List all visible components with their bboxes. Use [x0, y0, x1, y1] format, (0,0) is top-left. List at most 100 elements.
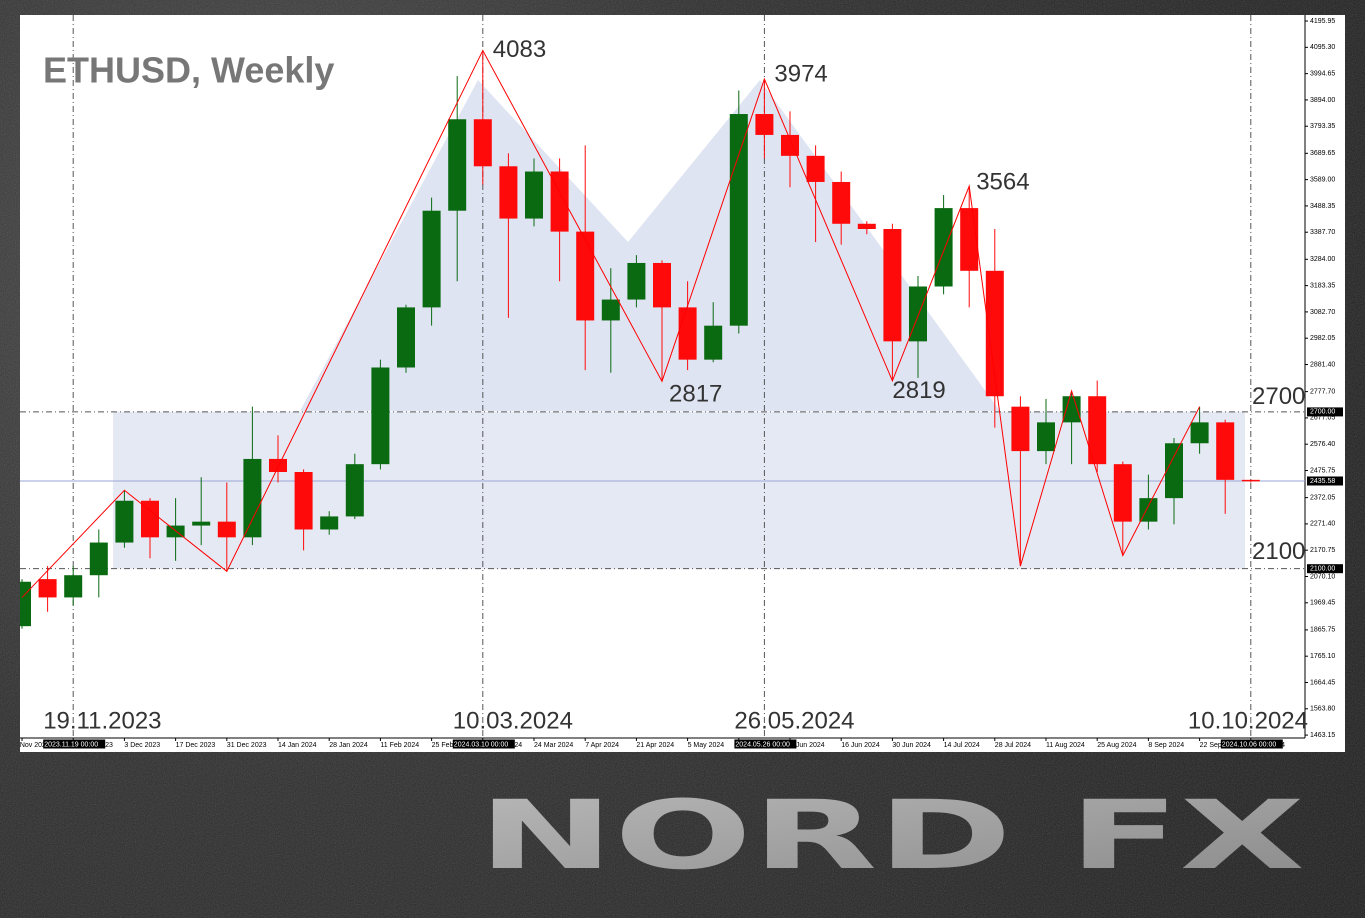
price-label-box	[1307, 564, 1343, 574]
x-tick-label: 11 Feb 2024	[380, 742, 419, 749]
y-tick-label: 2576.40	[1310, 441, 1335, 448]
pivot-label: 4083	[493, 36, 546, 63]
y-tick-label: 3689.65	[1310, 150, 1335, 157]
candle-body	[627, 262, 646, 300]
candle-body	[20, 581, 31, 627]
pivot-label: 2819	[892, 377, 945, 404]
y-tick-label: 1664.45	[1310, 679, 1335, 686]
y-tick-label: 3284.00	[1310, 256, 1335, 263]
candle-body	[499, 166, 518, 219]
candle-body	[397, 307, 415, 368]
candle-body	[448, 119, 467, 211]
y-tick-label: 1563.80	[1310, 706, 1335, 713]
level-label: 2100	[1252, 538, 1305, 565]
y-tick-label: 1865.75	[1310, 627, 1335, 634]
price-label-box	[1307, 407, 1343, 417]
candle-body	[601, 299, 620, 321]
candle-body	[934, 208, 953, 287]
price-label-box	[1307, 476, 1343, 486]
candle-body	[141, 500, 159, 538]
date-line-label: 26.05.2024	[734, 707, 854, 734]
candle-body	[269, 458, 287, 473]
x-tick-label: 25 Aug 2024	[1097, 742, 1136, 749]
x-tick-label: 5 Nov 2023	[14, 742, 50, 749]
candle-body	[38, 579, 57, 598]
candle-body	[166, 525, 185, 538]
candle-body	[576, 231, 595, 321]
price-label: 2100.00	[1310, 566, 1335, 573]
y-tick-label: 2271.40	[1310, 521, 1335, 528]
x-tick-label: 31 Dec 2023	[227, 742, 267, 749]
y-tick-label: 4095.30	[1310, 44, 1335, 51]
candle-body	[371, 367, 390, 465]
y-tick-label: 3082.70	[1310, 309, 1335, 316]
chart-title: ETHUSD, Weekly	[43, 50, 334, 91]
y-tick-label: 1765.10	[1310, 653, 1335, 660]
y-tick-label: 2777.70	[1310, 388, 1335, 395]
price-label: 2435.58	[1310, 478, 1335, 485]
candle-body	[678, 307, 697, 360]
y-tick-label: 2677.05	[1310, 415, 1335, 422]
candle-body	[422, 210, 441, 308]
date-label: 2023.11.19 00:00	[44, 741, 98, 748]
pivot-label: 3564	[976, 168, 1029, 195]
candle-body	[1190, 422, 1209, 444]
candle-body	[806, 155, 825, 182]
x-tick-label: 21 Apr 2024	[636, 742, 674, 749]
candle-body	[960, 208, 979, 271]
y-tick-label: 3894.00	[1310, 97, 1335, 104]
date-label-box	[452, 739, 515, 749]
candle-body	[1216, 422, 1235, 480]
candle-body	[473, 119, 492, 167]
y-tick-label: 3387.70	[1310, 229, 1335, 236]
x-tick-label: 22 Sep 2024	[1200, 742, 1240, 749]
candle-body	[1037, 422, 1055, 452]
candle-body	[857, 223, 876, 229]
candle-body	[1011, 406, 1030, 452]
candle-body	[550, 171, 569, 232]
candle-body	[243, 458, 262, 538]
candle-body	[1165, 443, 1183, 499]
y-tick-label: 2372.05	[1310, 494, 1335, 501]
x-tick-label: 17 Dec 2023	[176, 742, 216, 749]
candle-body	[192, 521, 211, 526]
y-tick-label: 3994.65	[1310, 70, 1335, 77]
candle-body	[653, 262, 671, 308]
candle-body	[217, 521, 236, 538]
pivot-label: 3974	[774, 60, 827, 87]
x-tick-label: 2 Jun 2024	[790, 742, 825, 749]
candle-body	[115, 500, 134, 543]
y-tick-label: 3793.35	[1310, 123, 1335, 130]
candle-body	[755, 114, 774, 135]
date-label: 2024.03.10 00:00	[454, 741, 509, 748]
candle-body	[1062, 396, 1081, 423]
date-label-box	[43, 739, 106, 749]
y-tick-label: 1463.15	[1310, 732, 1335, 739]
x-tick-label: 25 Feb 2024	[432, 742, 471, 749]
candle-body	[1241, 479, 1260, 482]
x-tick-label: 24 Mar 2024	[534, 742, 573, 749]
y-tick-label: 2982.05	[1310, 335, 1335, 342]
range-shade	[113, 411, 1245, 569]
y-tick-label: 2170.75	[1310, 547, 1335, 554]
x-tick-label: 8 Sep 2024	[1148, 742, 1184, 749]
y-tick-label: 1969.45	[1310, 600, 1335, 607]
x-tick-label: 5 May 2024	[688, 742, 725, 749]
candle-body	[345, 464, 364, 517]
plot-area	[20, 15, 1305, 738]
date-label: 2024.05.26 00:00	[735, 741, 790, 748]
y-tick-label: 2070.10	[1310, 573, 1335, 580]
candle-body	[1088, 396, 1107, 465]
date-line-label: 10.03.2024	[453, 707, 573, 734]
y-tick-label: 3488.35	[1310, 203, 1335, 210]
candle-body	[729, 114, 748, 326]
candle-body	[294, 472, 313, 530]
y-tick-label: 2881.40	[1310, 361, 1335, 368]
x-tick-label: 16 Jun 2024	[841, 742, 880, 749]
candle-body	[89, 542, 108, 576]
x-tick-label: 30 Jun 2024	[892, 742, 931, 749]
candle-body	[883, 228, 902, 342]
y-tick-label: 2475.75	[1310, 467, 1335, 474]
